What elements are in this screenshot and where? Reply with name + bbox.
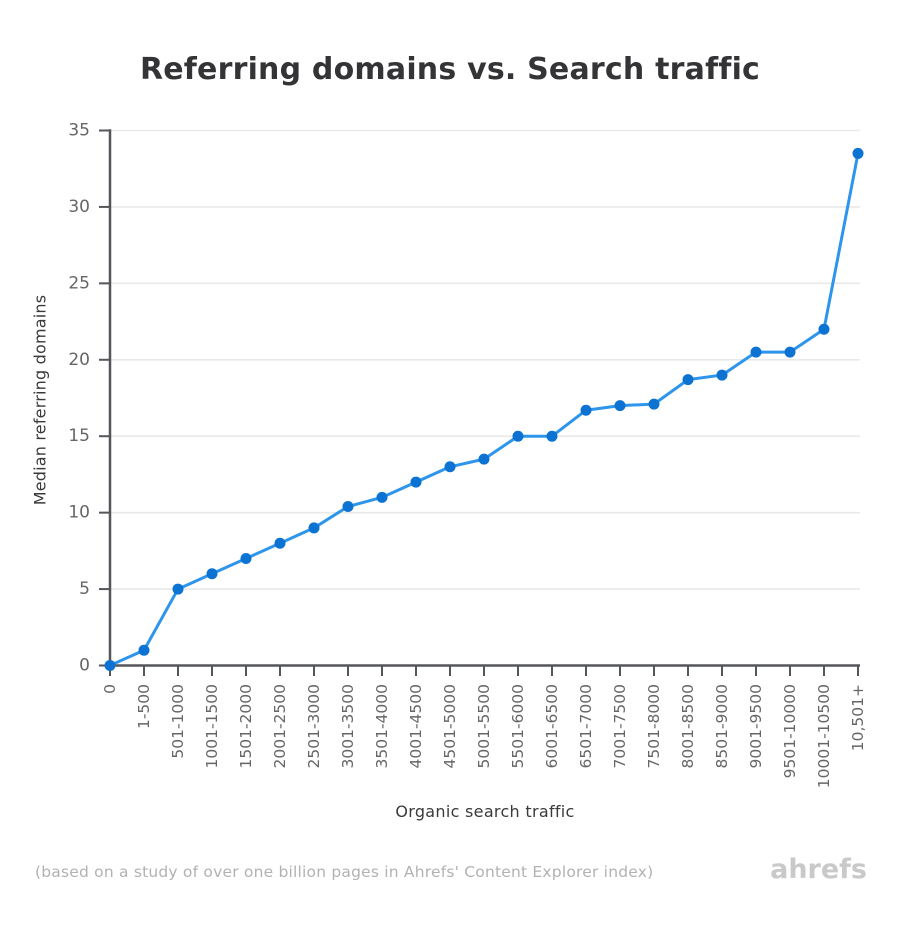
data-point (580, 404, 592, 416)
data-point (172, 583, 184, 595)
x-tick-label: 0 (101, 684, 119, 694)
y-tick-label: 25 (68, 273, 90, 293)
x-tick-label: 8501-9000 (713, 684, 731, 769)
data-point (750, 346, 762, 358)
data-point (138, 644, 150, 656)
data-point (410, 476, 422, 488)
data-point (240, 553, 252, 564)
x-tick-label: 3501-4000 (373, 684, 391, 769)
data-point (376, 491, 388, 503)
data-point (308, 522, 320, 534)
data-point (648, 398, 660, 410)
x-tick-label: 5501-6000 (509, 684, 527, 769)
x-axis-title: Organic search traffic (395, 802, 575, 821)
x-tick-label: 1-500 (135, 684, 153, 729)
data-point (784, 346, 796, 358)
x-tick-label: 9001-9500 (747, 684, 765, 769)
x-tick-label: 2001-2500 (271, 684, 289, 769)
y-tick-label: 10 (68, 503, 90, 523)
y-axis-title: Median referring domains (30, 294, 50, 506)
x-tick-label: 4001-4500 (407, 684, 425, 769)
data-point (852, 147, 864, 159)
data-point (546, 430, 558, 442)
data-point (478, 453, 490, 465)
x-tick-label: 4501-5000 (441, 684, 459, 769)
data-point (444, 461, 456, 473)
x-tick-label: 501-1000 (169, 684, 187, 759)
data-point (682, 374, 694, 386)
x-tick-label: 1501-2000 (237, 684, 255, 769)
data-point (342, 501, 354, 513)
data-point (716, 369, 728, 381)
x-tick-label: 7501-8000 (645, 684, 663, 769)
y-tick-label: 5 (79, 579, 90, 599)
y-tick-label: 35 (68, 121, 90, 141)
x-tick-label: 3001-3500 (339, 684, 357, 769)
data-point (818, 323, 830, 335)
chart-title: Referring domains vs. Search traffic (139, 52, 761, 87)
ahrefs-logo: ahrefs (770, 854, 867, 885)
x-tick-label: 7001-7500 (611, 684, 629, 769)
x-tick-label: 2501-3000 (305, 684, 323, 769)
x-tick-label: 9501-10000 (781, 684, 799, 778)
y-tick-label: 15 (68, 426, 90, 446)
x-tick-label: 1001-1500 (203, 684, 221, 769)
data-point (274, 537, 286, 549)
x-tick-label: 8001-8500 (679, 684, 697, 769)
x-tick-label: 10,501+ (849, 684, 867, 751)
y-tick-label: 30 (68, 197, 90, 217)
source-note: (based on a study of over one billion pa… (35, 863, 654, 881)
y-tick-label: 20 (68, 350, 90, 370)
y-tick-label: 0 (79, 656, 90, 676)
data-point (104, 660, 116, 671)
data-point (614, 400, 626, 412)
x-tick-label: 6501-7000 (577, 684, 595, 769)
x-tick-label: 5001-5500 (475, 684, 493, 769)
x-tick-label: 6001-6500 (543, 684, 561, 769)
data-point (206, 568, 218, 580)
data-point (512, 430, 524, 442)
x-tick-label: 10001-10500 (815, 684, 833, 788)
